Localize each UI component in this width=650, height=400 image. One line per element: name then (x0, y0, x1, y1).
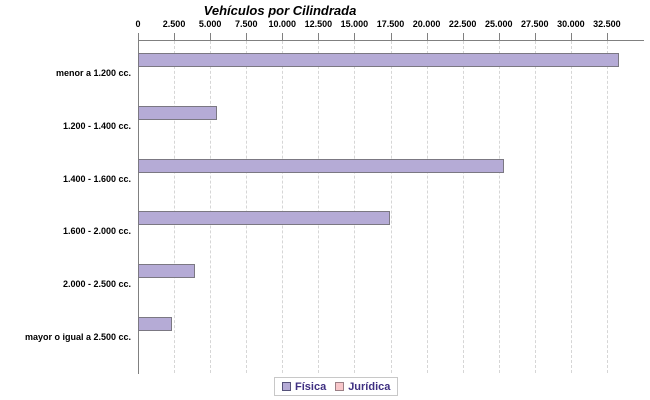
x-gridline (570, 41, 572, 373)
x-gridline (426, 41, 428, 373)
x-gridline (318, 41, 320, 373)
x-tick-label: 30.000 (557, 19, 585, 29)
x-tick-label: 12.500 (304, 19, 333, 29)
bar-física-4 (138, 264, 195, 278)
x-gridline (498, 41, 500, 373)
x-tick-mark (570, 33, 572, 40)
x-tick-mark (174, 33, 176, 40)
category-label: 1.200 - 1.400 cc. (62, 121, 131, 131)
x-tick-mark (534, 33, 536, 40)
category-label: 1.600 - 2.000 cc. (62, 226, 131, 236)
x-tick-mark (498, 33, 500, 40)
bar-física-1 (138, 106, 217, 120)
x-tick-mark (462, 33, 464, 40)
category-label: 1.400 - 1.600 cc. (62, 174, 131, 184)
x-tick-mark (138, 33, 139, 40)
x-gridline (606, 41, 608, 373)
bar-física-5 (138, 317, 172, 331)
x-tick-mark (426, 33, 428, 40)
legend-swatch-icon (282, 382, 291, 391)
category-label: mayor o igual a 2.500 cc. (24, 332, 131, 342)
legend-label: Física (295, 380, 327, 393)
x-tick-label: 20.000 (412, 19, 441, 29)
bar-física-0 (138, 53, 619, 67)
x-gridline (354, 41, 356, 373)
x-tick-mark (282, 33, 284, 40)
x-tick-mark (606, 33, 608, 40)
legend-item-jurídica: Jurídica (335, 381, 390, 393)
x-tick-label: 27.500 (521, 19, 549, 29)
legend-label: Jurídica (348, 380, 391, 393)
x-tick-label: 7.500 (234, 19, 258, 29)
x-tick-mark (210, 33, 212, 40)
x-gridline (462, 41, 464, 373)
x-tick-mark (390, 33, 392, 40)
x-tick-label: 10.000 (268, 19, 297, 29)
x-gridline (174, 41, 176, 373)
category-label: 2.000 - 2.500 cc. (62, 279, 131, 289)
x-tick-label: 25.000 (484, 19, 513, 29)
x-tick-mark (354, 33, 356, 40)
x-gridline (210, 41, 212, 373)
chart-title: Vehículos por Cilindrada (203, 3, 357, 18)
bar-física-3 (138, 211, 390, 225)
x-gridline (534, 41, 536, 373)
x-gridline (282, 41, 284, 373)
x-tick-label: 2.500 (162, 19, 186, 29)
x-tick-label: 17.500 (376, 19, 405, 29)
x-gridline (390, 41, 392, 373)
legend-swatch-icon (335, 382, 345, 391)
x-tick-mark (318, 33, 320, 40)
legend: Física Jurídica (274, 377, 399, 396)
x-gridline (246, 41, 248, 373)
x-axis-line (138, 40, 644, 41)
y-axis-line (138, 40, 139, 374)
bar-física-2 (138, 159, 504, 173)
x-tick-label: 5.000 (198, 19, 222, 29)
legend-item-física: Física (282, 381, 326, 393)
x-tick-label: 0 (135, 19, 141, 29)
x-tick-mark (246, 33, 248, 40)
x-tick-label: 32.500 (593, 19, 621, 29)
x-tick-label: 22.500 (448, 19, 477, 29)
x-tick-label: 15.000 (340, 19, 369, 29)
category-label: menor a 1.200 cc. (55, 68, 131, 78)
